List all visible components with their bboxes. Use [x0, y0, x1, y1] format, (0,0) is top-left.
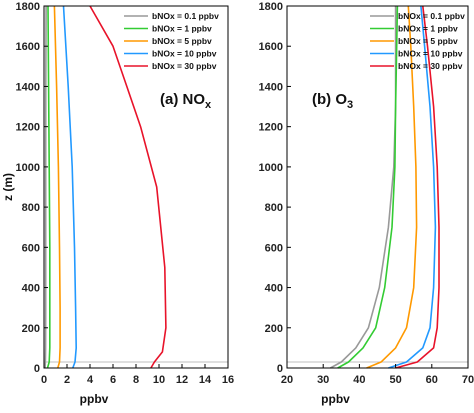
legend-entry: bNOx = 10 ppbv [152, 49, 217, 59]
y-tick-label: 1800 [259, 1, 283, 13]
series-line-5 [395, 5, 440, 369]
x-axis-label: ppbv [80, 392, 109, 406]
legend-entry: bNOx = 30 ppbv [152, 61, 217, 71]
series-line-5 [89, 5, 167, 369]
y-tick-label: 1200 [16, 122, 40, 134]
y-tick-label: 400 [265, 283, 283, 295]
x-tick-label: 30 [317, 374, 329, 386]
x-tick-label: 2 [64, 374, 70, 386]
legend-entry: bNOx = 0.1 ppbv [398, 11, 465, 21]
x-tick-label: 16 [222, 374, 234, 386]
legend-entry: bNOx = 30 ppbv [398, 61, 463, 71]
y-tick-label: 0 [34, 363, 40, 375]
legend-entry: bNOx = 1 ppbv [398, 24, 458, 34]
x-axis-label: ppbv [321, 392, 350, 406]
legend-entry: bNOx = 5 ppbv [398, 36, 458, 46]
legend: bNOx = 0.1 ppbv bNOx = 1 ppbv bNOx = 5 ppb… [124, 11, 219, 71]
y-tick-label: 200 [265, 323, 283, 335]
y-tick-label: 400 [22, 283, 40, 295]
legend-entry: bNOx = 10 ppbv [398, 49, 463, 59]
y-axis-label: z (m) [1, 173, 15, 201]
chart-panel-2: 20 30 40 50 60 70 0 200 400 600 800 1000 1200 1400 160… [259, 1, 474, 406]
legend-entry: bNOx = 5 ppbv [152, 36, 212, 46]
panel-title-main: (a) NO [160, 91, 205, 108]
legend-entry: bNOx = 0.1 ppbv [152, 11, 219, 21]
y-tick-label: 0 [277, 363, 283, 375]
panel-title: (a) NOx [160, 91, 212, 111]
series-line-4 [62, 5, 77, 369]
x-tick-label: 70 [462, 374, 474, 386]
y-tick-label: 1000 [16, 162, 40, 174]
series-line-2 [337, 5, 399, 369]
panel-title-main: (b) O [312, 91, 347, 108]
y-tick-label: 1400 [16, 81, 40, 93]
y-tick-label: 1800 [16, 1, 40, 13]
y-tick-label: 1600 [16, 41, 40, 53]
x-tick-label: 40 [353, 374, 365, 386]
series-line-3 [53, 5, 61, 369]
series-line-3 [366, 5, 418, 369]
y-tick-label: 200 [22, 323, 40, 335]
x-tick-label: 0 [41, 374, 47, 386]
x-tick-label: 14 [199, 374, 212, 386]
x-tick-label: 4 [87, 374, 94, 386]
y-tick-label: 1400 [259, 81, 283, 93]
series-line-2 [46, 5, 51, 369]
y-tick-label: 600 [265, 242, 283, 254]
plot-frame [286, 5, 469, 369]
panel-title-subscript: 3 [347, 99, 353, 111]
legend: bNOx = 0.1 ppbv bNOx = 1 ppbv bNOx = 5 ppb… [370, 11, 465, 71]
x-tick-label: 6 [110, 374, 116, 386]
y-tick-label: 1200 [259, 122, 283, 134]
y-tick-label: 600 [22, 242, 40, 254]
x-tick-label: 12 [176, 374, 188, 386]
y-tick-label: 1600 [259, 41, 283, 53]
series-line-1 [44, 5, 47, 369]
y-tick-label: 800 [22, 202, 40, 214]
y-tick-label: 1000 [259, 162, 283, 174]
y-tick-label: 800 [265, 202, 283, 214]
x-tick-label: 60 [426, 374, 438, 386]
chart-panel-1: 0 2 4 6 8 10 12 14 16 0 200 400 600 800 1000 1200 1400 16… [1, 1, 234, 406]
x-tick-label: 20 [281, 374, 293, 386]
x-tick-label: 50 [389, 374, 401, 386]
panel-title: (b) O3 [312, 91, 353, 111]
panel-title-subscript: x [205, 99, 212, 111]
series-line-4 [388, 5, 437, 369]
x-tick-label: 10 [153, 374, 165, 386]
x-tick-label: 8 [133, 374, 139, 386]
legend-entry: bNOx = 1 ppbv [152, 24, 212, 34]
